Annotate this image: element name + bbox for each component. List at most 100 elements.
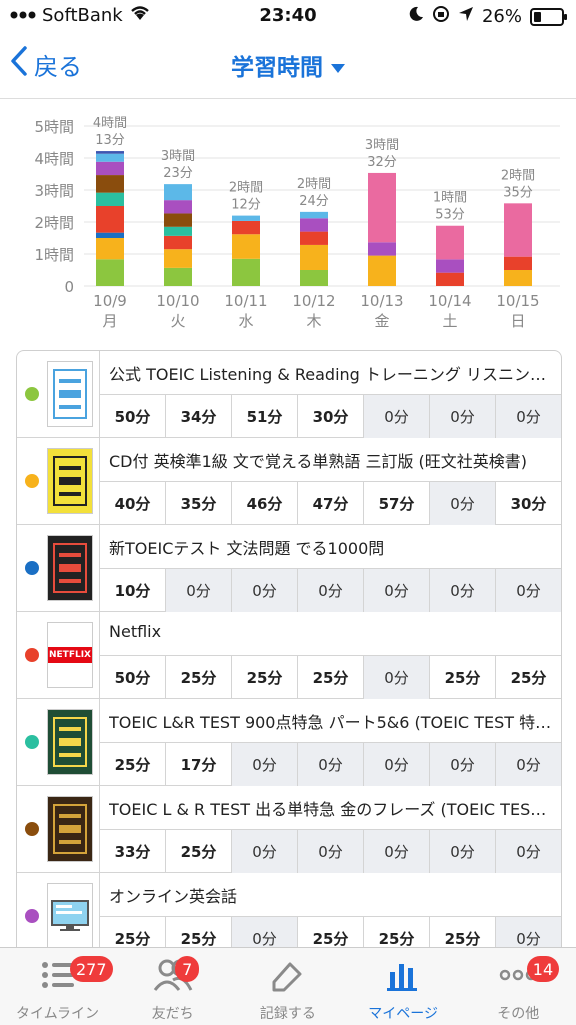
- bar-total-label: 32分: [367, 155, 397, 170]
- tab-record[interactable]: 記録する: [230, 948, 345, 1025]
- time-cell: 0分: [429, 830, 495, 873]
- time-cell: 0分: [495, 569, 561, 612]
- bar-total-label: 23分: [163, 166, 193, 181]
- list-item[interactable]: オンライン英会話 25分 25分 0分 25分 25分 25分 0分: [17, 873, 561, 951]
- bar-segment: [96, 153, 124, 162]
- y-tick-label: 5時間: [34, 118, 74, 136]
- bar-total-label: 3時間: [365, 138, 399, 153]
- record-icon: [230, 958, 345, 992]
- list-item[interactable]: TOEIC L & R TEST 出る単特急 金のフレーズ (TOEIC TES…: [17, 786, 561, 873]
- daily-time-cells: 25分 17分 0分 0分 0分 0分 0分: [100, 742, 561, 786]
- chevron-left-icon: [10, 46, 28, 82]
- x-tick-weekday: 金: [374, 312, 389, 330]
- time-cell: 0分: [495, 743, 561, 786]
- bar-segment: [96, 192, 124, 206]
- time-cell: 50分: [114, 669, 151, 687]
- time-cell: 30分: [495, 482, 561, 525]
- time-cell: 0分: [297, 830, 363, 873]
- bar-segment: [436, 225, 464, 260]
- color-dot: [25, 735, 39, 749]
- time-cell: 25分: [297, 656, 363, 699]
- time-cell: 0分: [165, 569, 231, 612]
- y-tick-label: 3時間: [34, 182, 74, 200]
- time-cell: 0分: [429, 569, 495, 612]
- carrier: SoftBank: [10, 5, 151, 26]
- color-dot: [25, 909, 39, 923]
- x-tick-weekday: 日: [510, 312, 525, 330]
- location-icon: [458, 6, 474, 27]
- time-cell: 46分: [231, 482, 297, 525]
- battery-percent: 26%: [481, 6, 522, 27]
- mypage-icon: [346, 958, 461, 992]
- y-tick-label: 4時間: [34, 150, 74, 168]
- material-name: TOEIC L & R TEST 出る単特急 金のフレーズ (TOEIC TES…: [109, 800, 553, 819]
- tab-mypage[interactable]: マイページ: [346, 948, 461, 1025]
- time-cell: 25分: [363, 917, 429, 951]
- tab-bar: タイムライン 277 友だち 7 記録する マイページ その他 14: [0, 947, 576, 1025]
- bar-segment: [96, 232, 124, 238]
- list-item[interactable]: 新TOEICテスト 文法問題 でる1000問 10分 0分 0分 0分 0分 0分 0分: [17, 525, 561, 612]
- material-name: CD付 英検準1級 文で覚える単熟語 三訂版 (旺文社英検書): [109, 452, 528, 471]
- divider: [99, 612, 100, 698]
- tab-more[interactable]: その他 14: [461, 948, 576, 1025]
- x-tick-weekday: 木: [306, 312, 321, 330]
- thumbnail-text: NETFLIX: [48, 647, 92, 663]
- tab-friends[interactable]: 友だち 7: [115, 948, 230, 1025]
- list-item[interactable]: NETFLIX Netflix 50分 25分 25分 25分 0分 25分 25分: [17, 612, 561, 699]
- color-dot: [25, 648, 39, 662]
- carrier-name: SoftBank: [42, 5, 123, 26]
- bar-segment: [368, 172, 396, 243]
- rotation-lock-icon: [432, 5, 450, 28]
- bar-segment: [232, 220, 260, 235]
- color-dot: [25, 387, 39, 401]
- y-tick-label: 0: [64, 278, 74, 296]
- daily-time-cells: 33分 25分 0分 0分 0分 0分 0分: [100, 829, 561, 873]
- time-cell: 0分: [297, 569, 363, 612]
- timeline-icon: [0, 958, 115, 992]
- time-cell: 0分: [363, 743, 429, 786]
- status-right: 26%: [408, 5, 567, 28]
- period-selector[interactable]: 学習時間: [0, 48, 576, 82]
- time-cell: 0分: [231, 830, 297, 873]
- page-title: 学習時間: [231, 55, 323, 81]
- time-cell: 0分: [495, 395, 561, 438]
- time-cell: 25分: [114, 930, 151, 948]
- bar-total-label: 2時間: [229, 181, 263, 196]
- bar-segment: [368, 255, 396, 286]
- bar-segment: [96, 206, 124, 233]
- material-name: Netflix: [109, 622, 162, 641]
- time-cell: 25分: [429, 917, 495, 951]
- more-icon: [461, 958, 576, 992]
- divider: [99, 873, 100, 951]
- bar-segment: [300, 231, 328, 245]
- daily-time-cells: 50分 25分 25分 25分 0分 25分 25分: [100, 655, 561, 699]
- tab-timeline[interactable]: タイムライン 277: [0, 948, 115, 1025]
- list-item[interactable]: CD付 英検準1級 文で覚える単熟語 三訂版 (旺文社英検書) 40分 35分 46分…: [17, 438, 561, 525]
- bar-segment: [96, 151, 124, 154]
- tab-label: 友だち: [151, 1006, 194, 1022]
- time-cell: 0分: [297, 743, 363, 786]
- time-cell: 25分: [165, 656, 231, 699]
- x-tick-date: 10/15: [496, 292, 539, 310]
- bar-total-label: 35分: [503, 185, 533, 200]
- bar-segment: [96, 259, 124, 286]
- chart-svg: 0 1時間 2時間 3時間 4時間 5時間 4時間 13分 10/9 月 3時間 23分 10/10 火 2…: [34, 116, 560, 330]
- wifi-icon: [129, 5, 151, 26]
- list-item[interactable]: TOEIC L&R TEST 900点特急 パート5&6 (TOEIC TEST…: [17, 699, 561, 786]
- time-cell: 25分: [165, 830, 231, 873]
- back-button[interactable]: 戻る: [10, 46, 82, 82]
- bar-segment: [96, 175, 124, 193]
- time-cell: 40分: [114, 495, 151, 513]
- bar-segment: [164, 213, 192, 227]
- caret-down-icon: [331, 64, 345, 73]
- bar-segment: [300, 244, 328, 270]
- divider: [99, 438, 100, 524]
- time-cell: 0分: [363, 656, 429, 699]
- list-item[interactable]: 公式 TOEIC Listening & Reading トレーニング リスニン…: [17, 351, 561, 438]
- bar-segment: [164, 249, 192, 268]
- x-tick-date: 10/14: [428, 292, 471, 310]
- time-cell: 0分: [231, 569, 297, 612]
- y-tick-label: 2時間: [34, 214, 74, 232]
- color-dot: [25, 561, 39, 575]
- notification-badge: 7: [175, 956, 200, 982]
